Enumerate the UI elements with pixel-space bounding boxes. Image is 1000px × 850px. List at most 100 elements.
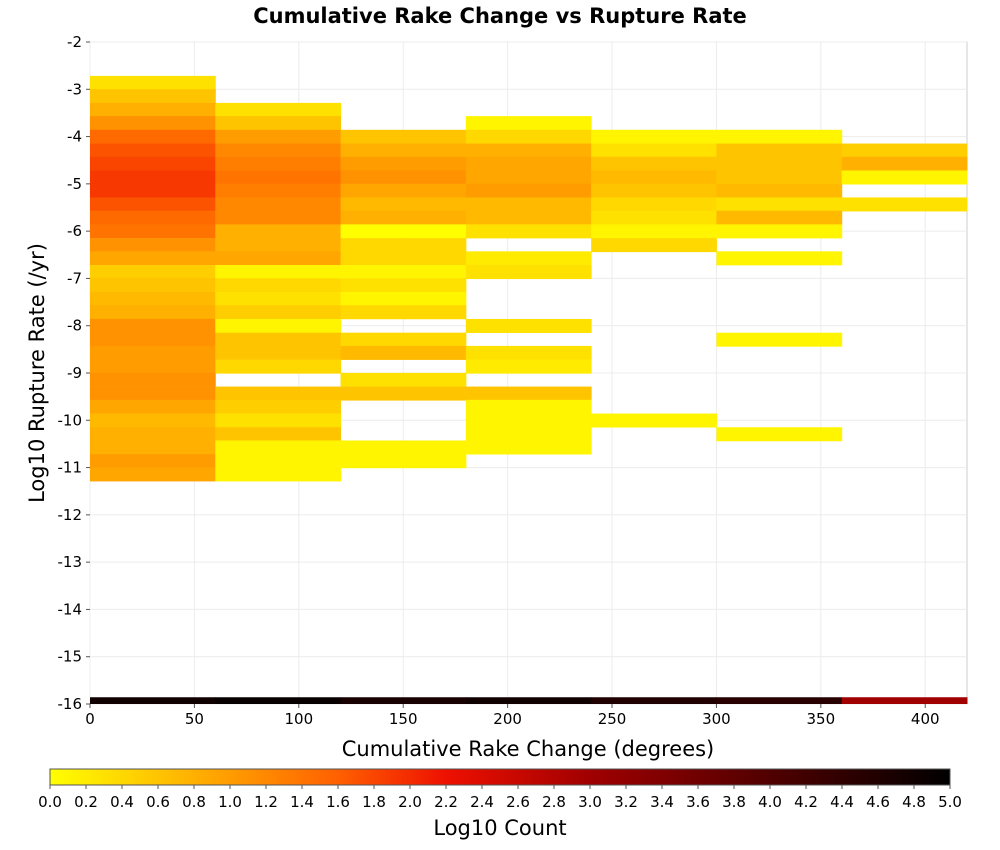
- heatmap-cell: [90, 305, 216, 320]
- x-tick-label: 0: [85, 710, 95, 728]
- heatmap-cell: [465, 170, 592, 185]
- heatmap-cell: [340, 332, 467, 347]
- heatmap-cell: [90, 372, 216, 387]
- colorbar-tick-label: 0.0: [38, 793, 62, 811]
- heatmap-cell: [215, 102, 342, 117]
- heatmap-cell: [215, 116, 342, 131]
- heatmap-cell: [340, 697, 467, 704]
- colorbar-tick-label: 1.4: [290, 793, 314, 811]
- heatmap-cell: [591, 156, 717, 171]
- heatmap-cell: [90, 75, 216, 90]
- colorbar-tick-label: 3.2: [614, 793, 638, 811]
- heatmap-cell: [340, 440, 467, 455]
- colorbar-tick-label: 2.2: [434, 793, 458, 811]
- heatmap-cell: [465, 129, 592, 144]
- x-tick-label: 50: [185, 710, 204, 728]
- colorbar-tick-label: 0.6: [146, 793, 170, 811]
- heatmap-cell: [215, 359, 342, 374]
- heatmap-cell: [215, 305, 342, 320]
- heatmap-cell: [340, 129, 467, 144]
- heatmap-cell: [215, 399, 342, 414]
- heatmap-cell: [90, 359, 216, 374]
- colorbar-label: Log10 Count: [433, 816, 566, 840]
- heatmap-cell: [591, 238, 717, 253]
- chart-title: Cumulative Rake Change vs Rupture Rate: [253, 4, 747, 28]
- y-tick-label: -4: [67, 128, 82, 146]
- y-tick-label: -9: [67, 364, 82, 382]
- heatmap-cell: [465, 116, 592, 131]
- heatmap-cell: [215, 440, 342, 455]
- heatmap-cell: [591, 129, 717, 144]
- heatmap-cell: [90, 427, 216, 442]
- heatmap-cell: [716, 251, 843, 266]
- heatmap-cell: [465, 399, 592, 414]
- heatmap-cell: [716, 170, 843, 185]
- colorbar-tick-label: 2.8: [542, 793, 566, 811]
- colorbar-tick-label: 2.4: [470, 793, 494, 811]
- colorbar-tick-label: 4.4: [830, 793, 854, 811]
- heatmap-cell: [215, 278, 342, 293]
- heatmap-cell: [215, 427, 342, 442]
- colorbar-tick-label: 1.8: [362, 793, 386, 811]
- y-tick-label: -12: [58, 506, 83, 524]
- heatmap-cell: [841, 697, 968, 704]
- heatmap-cell: [465, 183, 592, 198]
- heatmap-cell: [215, 345, 342, 360]
- colorbar-tick-label: 0.8: [182, 793, 206, 811]
- heatmap-cell: [215, 265, 342, 280]
- x-tick-label: 400: [911, 710, 940, 728]
- heatmap-cell: [841, 156, 968, 171]
- y-tick-label: -11: [58, 459, 83, 477]
- heatmap-cell: [716, 697, 843, 704]
- heatmap-cell: [841, 170, 968, 185]
- heatmap-cell: [215, 156, 342, 171]
- heatmap-cell: [90, 210, 216, 225]
- heatmap-cell: [90, 183, 216, 198]
- colorbar-tick-label: 4.0: [758, 793, 782, 811]
- heatmap-cell: [591, 413, 717, 428]
- heatmap-cell: [340, 372, 467, 387]
- heatmap-cell: [716, 427, 843, 442]
- heatmap-cell: [90, 399, 216, 414]
- heatmap-cell: [591, 170, 717, 185]
- heatmap-cell: [90, 156, 216, 171]
- heatmap-cell: [340, 224, 467, 239]
- colorbar-tick-label: 0.4: [110, 793, 134, 811]
- colorbar-tick-label: 5.0: [938, 793, 962, 811]
- heatmap-cell: [716, 224, 843, 239]
- heatmap-cell: [90, 129, 216, 144]
- heatmap-cell: [215, 318, 342, 333]
- colorbar-tick-label: 4.6: [866, 793, 890, 811]
- heatmap-cell: [465, 345, 592, 360]
- heatmap-cell: [465, 440, 592, 455]
- heatmap-cell: [215, 238, 342, 253]
- heatmap-cell: [340, 170, 467, 185]
- x-tick-label: 350: [807, 710, 836, 728]
- heatmap-cell: [716, 183, 843, 198]
- heatmap-cell: [215, 210, 342, 225]
- heatmap-cell: [841, 143, 968, 158]
- heatmap-cell: [90, 386, 216, 401]
- heatmap-cell: [465, 386, 592, 401]
- x-tick-label: 200: [493, 710, 522, 728]
- x-tick-label: 150: [389, 710, 418, 728]
- y-tick-label: -5: [67, 175, 82, 193]
- heatmap-cell: [591, 197, 717, 212]
- heatmap-cell: [591, 224, 717, 239]
- colorbar-tick-label: 3.8: [722, 793, 746, 811]
- heatmap-cell: [215, 386, 342, 401]
- y-tick-label: -15: [58, 648, 83, 666]
- heatmap-cell: [215, 224, 342, 239]
- heatmap-cell: [340, 156, 467, 171]
- y-tick-label: -3: [67, 80, 82, 98]
- heatmap-cell: [90, 697, 216, 704]
- heatmap-cell: [90, 89, 216, 104]
- heatmap-cell: [340, 265, 467, 280]
- heatmap-cell: [340, 292, 467, 307]
- heatmap-cell: [215, 170, 342, 185]
- colorbar: [49, 768, 951, 786]
- heatmap-cell: [340, 305, 467, 320]
- heatmap-cell: [716, 156, 843, 171]
- heatmap-cell: [90, 345, 216, 360]
- y-tick-label: -10: [58, 411, 83, 429]
